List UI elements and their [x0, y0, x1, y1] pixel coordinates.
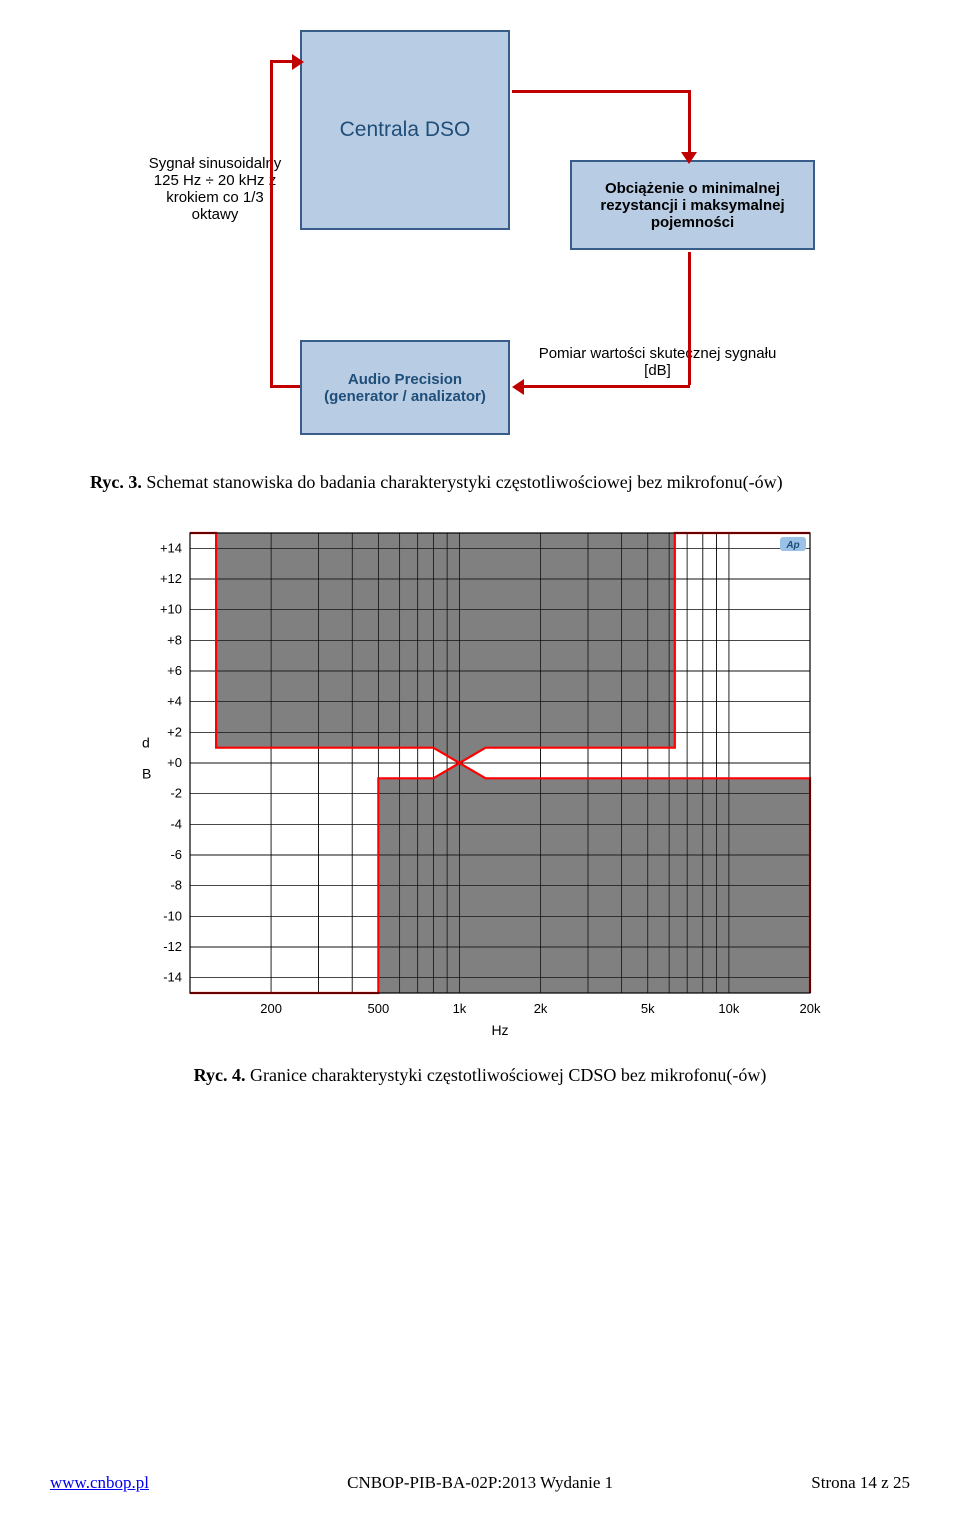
caption-ryc3-num: Ryc. 3.	[90, 472, 142, 492]
svg-text:1k: 1k	[453, 1001, 467, 1016]
footer-url[interactable]: www.cnbop.pl	[50, 1473, 149, 1493]
svg-text:Ap: Ap	[785, 540, 799, 551]
svg-text:+2: +2	[167, 724, 182, 739]
footer-doc-id: CNBOP-PIB-BA-02P:2013 Wydanie 1	[347, 1473, 613, 1493]
caption-ryc4: Ryc. 4. Granice charakterystyki częstotl…	[50, 1065, 910, 1086]
svg-text:-14: -14	[163, 970, 182, 985]
svg-text:5k: 5k	[641, 1001, 655, 1016]
caption-ryc3-text: Schemat stanowiska do badania charaktery…	[142, 472, 783, 492]
svg-text:10k: 10k	[718, 1001, 739, 1016]
svg-text:-2: -2	[170, 786, 182, 801]
svg-text:+14: +14	[160, 540, 182, 555]
caption-ryc4-num: Ryc. 4.	[194, 1065, 246, 1085]
chart-svg: +14 +12 +10 +8 +6 +4 +2 +0 -2 -4 -6 -8 -10 -12 -14 dB 20…	[130, 523, 830, 1053]
svg-text:+6: +6	[167, 663, 182, 678]
label-sinus: Sygnał sinusoidalny 125 Hz ÷ 20 kHz z kr…	[145, 155, 285, 223]
svg-text:2k: 2k	[534, 1001, 548, 1016]
page-footer: www.cnbop.pl CNBOP-PIB-BA-02P:2013 Wydan…	[50, 1473, 910, 1493]
box-centrala-label: Centrala DSO	[340, 118, 471, 142]
svg-text:+10: +10	[160, 602, 182, 617]
svg-text:-12: -12	[163, 939, 182, 954]
box-centrala-dso: Centrala DSO	[300, 30, 510, 230]
svg-text:+8: +8	[167, 632, 182, 647]
svg-text:+4: +4	[167, 694, 182, 709]
svg-text:B: B	[142, 765, 151, 781]
svg-text:d: d	[142, 735, 150, 751]
svg-text:200: 200	[260, 1001, 282, 1016]
caption-ryc4-text: Granice charakterystyki częstotliwościow…	[246, 1065, 767, 1085]
label-pomiar: Pomiar wartości skutecznej sygnału [dB]	[535, 345, 780, 379]
svg-text:-8: -8	[170, 878, 182, 893]
svg-text:-4: -4	[170, 816, 182, 831]
box-audio-label: Audio Precision (generator / analizator)	[310, 371, 500, 405]
svg-text:-6: -6	[170, 847, 182, 862]
footer-page: Strona 14 z 25	[811, 1473, 910, 1493]
box-audio-precision: Audio Precision (generator / analizator)	[300, 340, 510, 435]
box-obciazenie-label: Obciążenie o minimalnej rezystancji i ma…	[580, 180, 805, 231]
svg-text:Hz: Hz	[491, 1022, 508, 1038]
svg-text:20k: 20k	[800, 1001, 821, 1016]
limits-chart: +14 +12 +10 +8 +6 +4 +2 +0 -2 -4 -6 -8 -10 -12 -14 dB 20…	[130, 523, 830, 1053]
svg-text:500: 500	[367, 1001, 389, 1016]
block-diagram: Centrala DSO Obciążenie o minimalnej rez…	[130, 30, 830, 460]
svg-text:-10: -10	[163, 908, 182, 923]
box-obciazenie: Obciążenie o minimalnej rezystancji i ma…	[570, 160, 815, 250]
svg-text:+12: +12	[160, 571, 182, 586]
svg-text:+0: +0	[167, 755, 182, 770]
caption-ryc3: Ryc. 3. Schemat stanowiska do badania ch…	[90, 472, 910, 493]
